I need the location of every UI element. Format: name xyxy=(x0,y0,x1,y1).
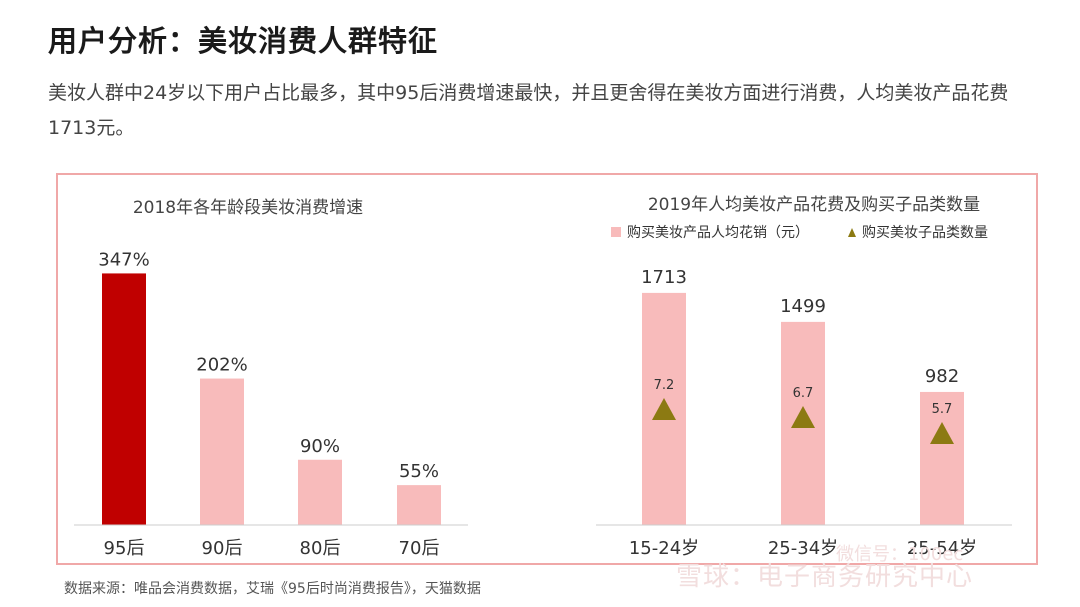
left-chart-title: 2018年各年龄段美妆消费增速 xyxy=(133,198,363,218)
left-bar-3 xyxy=(397,485,441,525)
count-marker-value-1: 6.7 xyxy=(793,386,814,401)
legend-marker-count xyxy=(848,228,856,237)
intro-text: 美妆人群中24岁以下用户占比最多，其中95后消费增速最快，并且更舍得在美妆方面进… xyxy=(48,82,1009,139)
data-source-note: 数据来源：唯品会消费数据，艾瑞《95后时尚消费报告》，天猫数据 xyxy=(64,581,481,597)
right-chart-bars: 1713 15-24岁 7.2 1499 25-34岁 6.7 982 25-54岁 5.7 xyxy=(629,267,977,559)
right-bar-value-2: 982 xyxy=(925,366,959,387)
right-chart-legend: 购买美妆产品人均花销（元） 购买美妆子品类数量 xyxy=(611,225,988,241)
left-bar-value-1: 202% xyxy=(196,355,247,376)
left-tick-0: 95后 xyxy=(104,538,145,559)
count-marker-2 xyxy=(930,422,954,444)
right-bar-2 xyxy=(920,391,964,525)
right-tick-1: 25-34岁 xyxy=(768,538,838,559)
left-tick-3: 70后 xyxy=(399,538,440,559)
left-tick-2: 80后 xyxy=(300,538,341,559)
chart-frame xyxy=(56,173,1038,565)
left-bar-2 xyxy=(298,459,342,525)
count-marker-1 xyxy=(791,406,815,428)
legend-label-count: 购买美妆子品类数量 xyxy=(862,225,988,241)
left-bar-0 xyxy=(102,273,146,525)
count-marker-value-0: 7.2 xyxy=(654,378,675,393)
count-marker-0 xyxy=(652,398,676,420)
right-tick-0: 15-24岁 xyxy=(629,538,699,559)
left-bar-1 xyxy=(200,378,244,525)
left-bar-value-3: 55% xyxy=(399,461,439,482)
left-bar-value-0: 347% xyxy=(98,249,149,270)
left-tick-1: 90后 xyxy=(202,538,243,559)
legend-swatch-spend xyxy=(611,227,621,237)
page-title: 用户分析：美妆消费人群特征 xyxy=(48,24,439,58)
watermark: 雪球：电子商务研究中心 xyxy=(676,562,974,592)
left-bar-value-2: 90% xyxy=(300,436,340,457)
right-bar-value-1: 1499 xyxy=(780,296,826,317)
watermark-wechat-id: 微信号：100ec xyxy=(836,544,964,565)
legend-label-spend: 购买美妆产品人均花销（元） xyxy=(627,225,809,241)
right-bar-value-0: 1713 xyxy=(641,267,687,288)
right-chart-title: 2019年人均美妆产品花费及购买子品类数量 xyxy=(648,195,980,215)
count-marker-value-2: 5.7 xyxy=(932,402,953,417)
left-chart-bars: 347% 95后 202% 90后 90% 80后 55% 70后 xyxy=(98,249,441,559)
right-tick-2: 25-54岁 xyxy=(907,538,977,559)
